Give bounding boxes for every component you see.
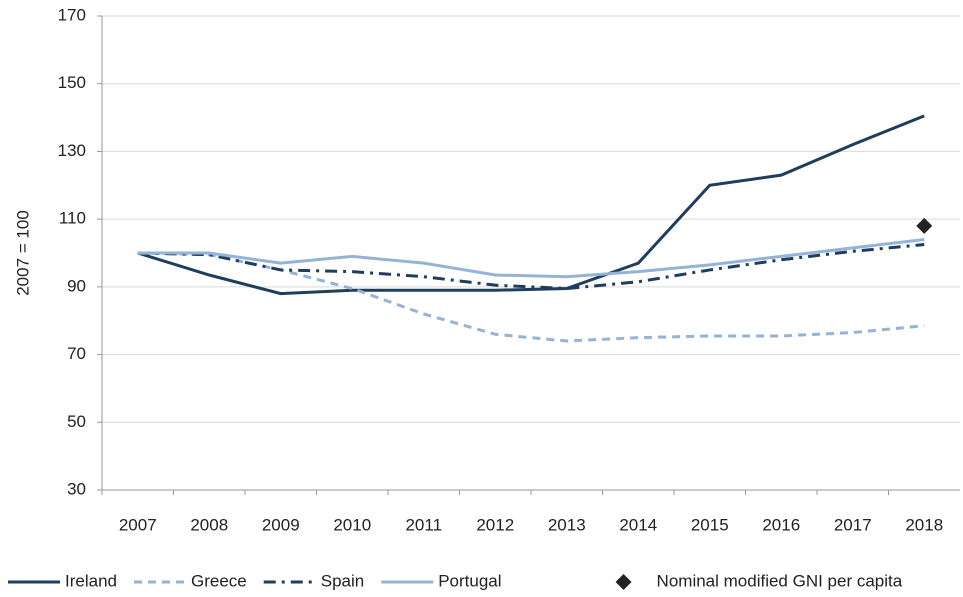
y-tick-label: 30 — [67, 479, 86, 498]
y-tick-label: 150 — [58, 73, 86, 92]
legend-marker — [615, 574, 632, 590]
x-tick-label: 2014 — [619, 515, 657, 534]
y-tick-label: 130 — [58, 141, 86, 160]
x-tick-label: 2012 — [476, 515, 514, 534]
y-axis-label: 2007 = 100 — [13, 210, 32, 296]
y-tick-label: 110 — [59, 209, 86, 228]
x-tick-label: 2013 — [548, 515, 586, 534]
line — [137, 237, 925, 279]
x-tick-label: 2017 — [834, 515, 872, 534]
legend-label: Spain — [321, 571, 364, 590]
x-tick-label: 2009 — [262, 515, 300, 534]
line — [137, 243, 925, 291]
legend-label: Nominal modified GNI per capita — [657, 571, 903, 590]
legend-label: Ireland — [65, 571, 117, 590]
x-tick-label: 2010 — [333, 515, 371, 534]
y-tick-label: 170 — [58, 5, 86, 24]
line — [137, 114, 925, 296]
y-tick-label: 90 — [67, 276, 86, 295]
x-tick-label: 2011 — [405, 515, 442, 534]
legend-label: Greece — [191, 571, 247, 590]
x-tick-label: 2016 — [762, 515, 800, 534]
x-tick-label: 2018 — [905, 515, 943, 534]
x-tick-label: 2007 — [119, 515, 157, 534]
legend-label: Portugal — [438, 571, 501, 590]
y-tick-label: 50 — [67, 412, 86, 431]
y-tick-label: 70 — [67, 344, 86, 363]
x-tick-label: 2008 — [190, 515, 228, 534]
x-tick-label: 2015 — [691, 515, 729, 534]
marker — [916, 217, 933, 234]
line — [137, 251, 925, 343]
